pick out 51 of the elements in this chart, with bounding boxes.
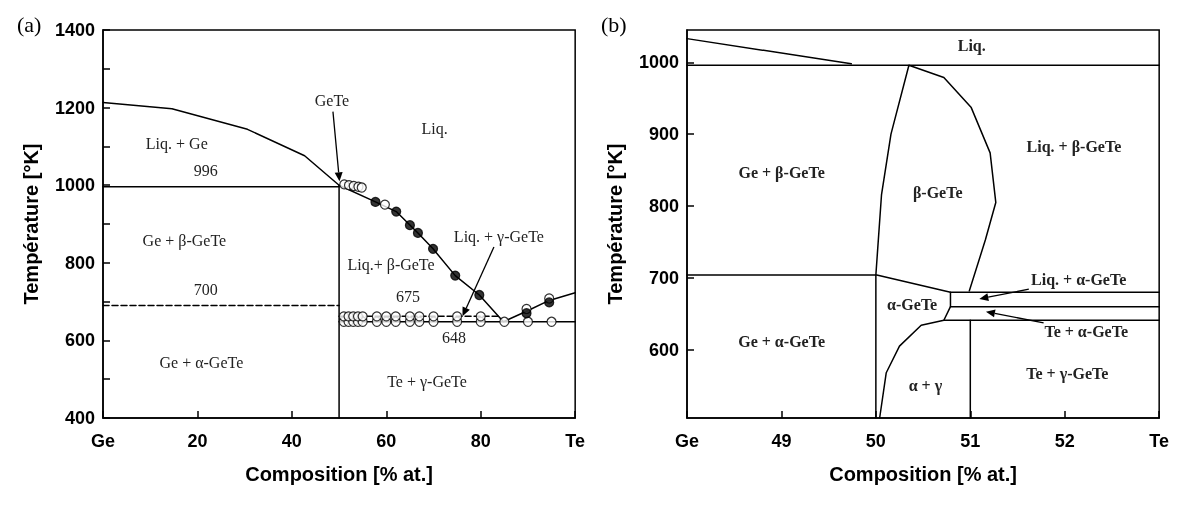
x-tick-label: 49 <box>771 431 792 451</box>
y-tick-label: 800 <box>64 252 95 273</box>
annotation: α + γ <box>908 377 943 396</box>
x-tick-label: 20 <box>187 431 208 451</box>
annotation: Liq.+ β-GeTe <box>347 255 435 274</box>
chart-title: (b) <box>601 11 627 37</box>
x-tick-label: 60 <box>376 431 397 451</box>
annotation: 675 <box>396 288 421 306</box>
x-axis-title: Composition [% at.] <box>829 463 1017 485</box>
annotation: GeTe <box>314 92 350 110</box>
annotation: Ge + α-GeTe <box>159 354 244 372</box>
annotation: Te + γ-GeTe <box>387 372 467 391</box>
y-tick-label: 600 <box>648 339 679 360</box>
x-tick-label: Te <box>1149 431 1169 451</box>
annotation: Ge + α-GeTe <box>738 333 825 351</box>
annotation: 648 <box>441 328 466 346</box>
y-tick-label: 400 <box>64 408 95 428</box>
annotation: Liq. + γ-GeTe <box>453 227 544 246</box>
y-tick-label: 900 <box>648 124 679 145</box>
x-tick-label: 80 <box>470 431 491 451</box>
y-axis-title: Température [°K] <box>604 143 626 305</box>
annotation: Ge + β-GeTe <box>142 232 227 251</box>
x-tick-label: 50 <box>865 431 886 451</box>
y-tick-label: 1000 <box>638 52 679 73</box>
x-tick-label: 40 <box>281 431 302 451</box>
annotation: Ge + β-GeTe <box>738 163 825 182</box>
annotation: Te + α-GeTe <box>1044 322 1128 340</box>
annotation: Liq. + Ge <box>145 135 208 154</box>
x-axis-title: Composition [% at.] <box>245 463 433 485</box>
annotation: 700 <box>193 281 218 299</box>
x-tick-label: 51 <box>960 431 981 451</box>
annotation: Liq. + β-GeTe <box>1026 137 1122 156</box>
y-tick-label: 800 <box>648 196 679 217</box>
annotation: Te + γ-GeTe <box>1026 364 1109 383</box>
y-tick-label: 1200 <box>54 97 95 118</box>
annotation: Liq. + α-GeTe <box>1031 270 1127 289</box>
y-tick-label: 1400 <box>54 20 95 40</box>
y-tick-label: 600 <box>64 330 95 351</box>
y-axis-title: Température [°K] <box>20 143 42 305</box>
x-tick-label: Ge <box>90 431 116 451</box>
annotation: β-GeTe <box>912 184 963 203</box>
annotation: Liq. <box>421 119 448 138</box>
x-tick-label: Te <box>565 431 585 451</box>
x-tick-label: Ge <box>674 431 700 451</box>
x-tick-label: 52 <box>1054 431 1075 451</box>
y-tick-label: 700 <box>648 267 679 288</box>
annotation: Liq. <box>957 36 986 55</box>
chart-title: (a) <box>17 11 42 37</box>
y-tick-label: 1000 <box>54 175 95 196</box>
annotation: 996 <box>193 161 218 179</box>
annotation: α-GeTe <box>887 295 938 313</box>
